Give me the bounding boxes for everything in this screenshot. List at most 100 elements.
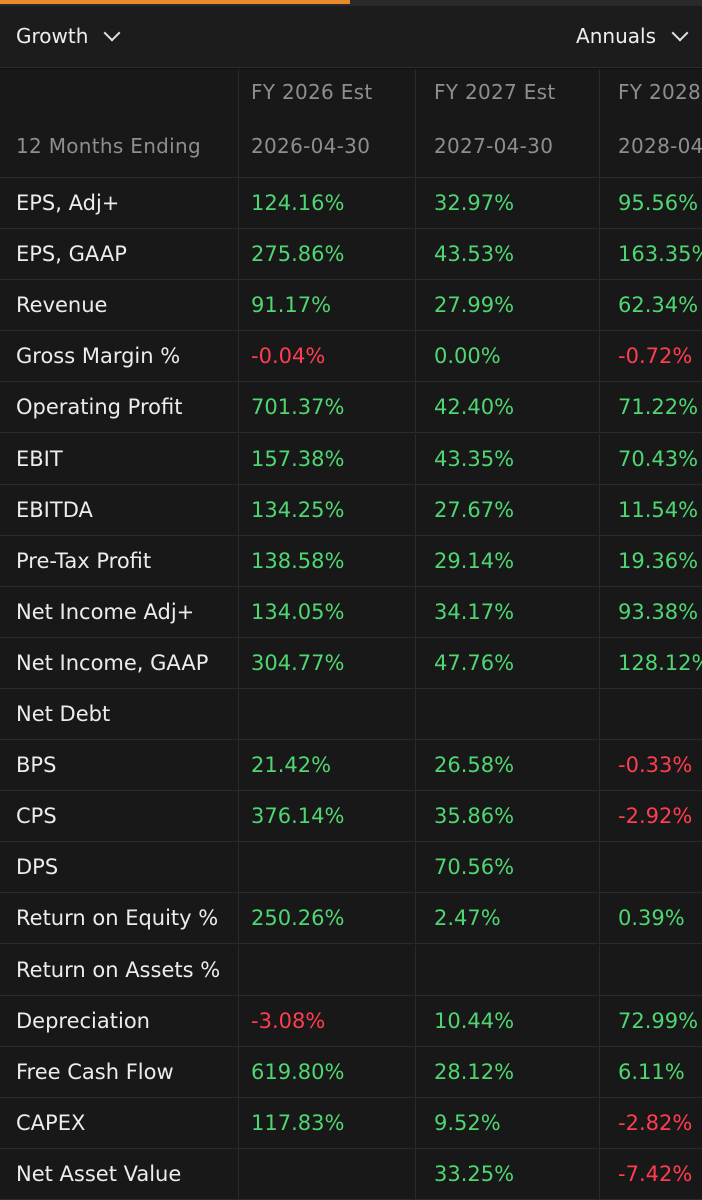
table-row[interactable]: DPS 70.56%: [0, 842, 702, 894]
period-end-header-row: 12 Months Ending 2026-04-30 2027-04-30 2…: [0, 115, 702, 178]
value-cell: 62.34%: [599, 280, 702, 331]
period-dropdown-label: Annuals: [576, 24, 656, 48]
value-cell: 91.17%: [238, 280, 415, 331]
value-cell: 124.16%: [238, 178, 415, 228]
value-cell: 6.11%: [599, 1046, 702, 1097]
growth-table[interactable]: FY 2026 Est FY 2027 Est FY 2028 12 Month…: [0, 69, 702, 1200]
value-cell: [415, 944, 599, 995]
value-cell: 138.58%: [238, 535, 415, 586]
period-end-fy2028: 2028-04: [599, 115, 702, 177]
table-row[interactable]: Net Asset Value 33.25% -7.42%: [0, 1148, 702, 1200]
table-row[interactable]: Return on Assets %: [0, 944, 702, 996]
table-row[interactable]: EPS, GAAP 275.86%43.53%163.35%: [0, 229, 702, 281]
value-cell: 376.14%: [238, 791, 415, 842]
period-dropdown[interactable]: Annuals: [576, 6, 689, 66]
row-label: Net Income Adj+: [16, 599, 195, 624]
value-cell: -2.92%: [599, 791, 702, 842]
row-label: Return on Equity %: [16, 906, 219, 931]
table-row[interactable]: EBITDA 134.25% 27.67% 11.54%: [0, 484, 702, 536]
metric-dropdown[interactable]: Growth: [16, 6, 121, 66]
value-cell: 0.00%: [415, 331, 599, 382]
value-cell: -3.08%: [238, 995, 415, 1046]
value-cell: 157.38%: [238, 433, 415, 484]
period-label: 12 Months Ending: [16, 134, 202, 158]
value-cell: 117.83%: [238, 1097, 415, 1148]
table-row[interactable]: Net Income, GAAP 304.77%47.76%128.12%: [0, 637, 702, 689]
active-tab-indicator: [0, 0, 350, 4]
table-row[interactable]: Depreciation -3.08% 10.44% 72.99%: [0, 995, 702, 1047]
row-label: EPS, Adj+: [16, 191, 120, 215]
value-cell: 34.17%: [415, 586, 599, 637]
value-cell: 43.35%: [415, 433, 599, 484]
value-cell: 21.42%: [238, 740, 415, 791]
value-cell: 93.38%: [599, 586, 702, 637]
value-cell: [599, 842, 702, 893]
value-cell: [238, 944, 415, 995]
value-cell: [238, 842, 415, 893]
value-cell: 619.80%: [238, 1046, 415, 1097]
table-row[interactable]: Gross Margin % -0.04% 0.00% -0.72%: [0, 331, 702, 383]
row-label: BPS: [16, 753, 57, 778]
table-row[interactable]: EPS, Adj+ 124.16% 32.97% 95.56%: [0, 178, 702, 229]
value-cell: -2.82%: [599, 1097, 702, 1148]
value-cell: 71.22%: [599, 382, 702, 433]
row-label: Net Asset Value: [16, 1161, 182, 1186]
value-cell: -0.04%: [238, 331, 415, 382]
column-header-fy2026[interactable]: FY 2026 Est: [238, 69, 415, 115]
value-cell: 43.53%: [415, 229, 599, 280]
value-cell: -7.42%: [599, 1148, 702, 1199]
row-label: EBIT: [16, 446, 63, 471]
value-cell: 134.05%: [238, 586, 415, 637]
row-label: Operating Profit: [16, 395, 183, 420]
row-label: EBITDA: [16, 497, 93, 522]
value-cell: [238, 1148, 415, 1199]
row-label: Pre-Tax Profit: [16, 548, 152, 573]
value-cell: 128.12%: [599, 637, 702, 688]
value-cell: 701.37%: [238, 382, 415, 433]
table-row[interactable]: Return on Equity % 250.26% 2.47% 0.39%: [0, 893, 702, 945]
row-label: CPS: [16, 804, 57, 829]
value-cell: -0.72%: [599, 331, 702, 382]
value-cell: 134.25%: [238, 484, 415, 535]
value-cell: 28.12%: [415, 1046, 599, 1097]
table-row[interactable]: Net Debt: [0, 689, 702, 740]
value-cell: 47.76%: [415, 637, 599, 688]
table-row[interactable]: CAPEX 117.83% 9.52% -2.82%: [0, 1097, 702, 1149]
chevron-down-icon: [671, 24, 689, 42]
row-label: Revenue: [16, 293, 108, 318]
table-row[interactable]: Pre-Tax Profit 138.58% 29.14% 19.36%: [0, 535, 702, 587]
table-row[interactable]: CPS 376.14% 35.86% -2.92%: [0, 791, 702, 843]
value-cell: 33.25%: [415, 1148, 599, 1199]
row-label: Net Debt: [16, 702, 111, 726]
value-cell: [238, 689, 415, 739]
row-label: Net Income, GAAP: [16, 650, 209, 675]
value-cell: 0.39%: [599, 893, 702, 944]
row-label: Free Cash Flow: [16, 1059, 174, 1084]
table-row[interactable]: Revenue 91.17% 27.99% 62.34%: [0, 280, 702, 332]
value-cell: 304.77%: [238, 637, 415, 688]
row-label: Return on Assets %: [16, 957, 221, 982]
column-header-fy2028[interactable]: FY 2028: [599, 69, 702, 115]
fiscal-year-header-row: FY 2026 Est FY 2027 Est FY 2028: [0, 69, 702, 115]
value-cell: [599, 689, 702, 739]
chevron-down-icon: [103, 24, 121, 42]
row-label: Gross Margin %: [16, 344, 181, 369]
row-label: EPS, GAAP: [16, 242, 127, 267]
value-cell: -0.33%: [599, 740, 702, 791]
row-label: CAPEX: [16, 1110, 86, 1135]
metric-dropdown-label: Growth: [16, 24, 89, 48]
table-row[interactable]: Operating Profit 701.37% 42.40% 71.22%: [0, 382, 702, 434]
value-cell: [415, 689, 599, 739]
column-header-fy2027[interactable]: FY 2027 Est: [415, 69, 599, 115]
value-cell: 163.35%: [599, 229, 702, 280]
table-row[interactable]: Net Income Adj+ 134.05% 34.17% 93.38%: [0, 586, 702, 638]
period-end-fy2027: 2027-04-30: [415, 115, 599, 177]
value-cell: 29.14%: [415, 535, 599, 586]
table-row[interactable]: EBIT 157.38% 43.35% 70.43%: [0, 433, 702, 485]
value-cell: 11.54%: [599, 484, 702, 535]
value-cell: 32.97%: [415, 178, 599, 228]
table-row[interactable]: Free Cash Flow 619.80% 28.12% 6.11%: [0, 1046, 702, 1098]
value-cell: 42.40%: [415, 382, 599, 433]
value-cell: 72.99%: [599, 995, 702, 1046]
table-row[interactable]: BPS 21.42% 26.58% -0.33%: [0, 740, 702, 792]
